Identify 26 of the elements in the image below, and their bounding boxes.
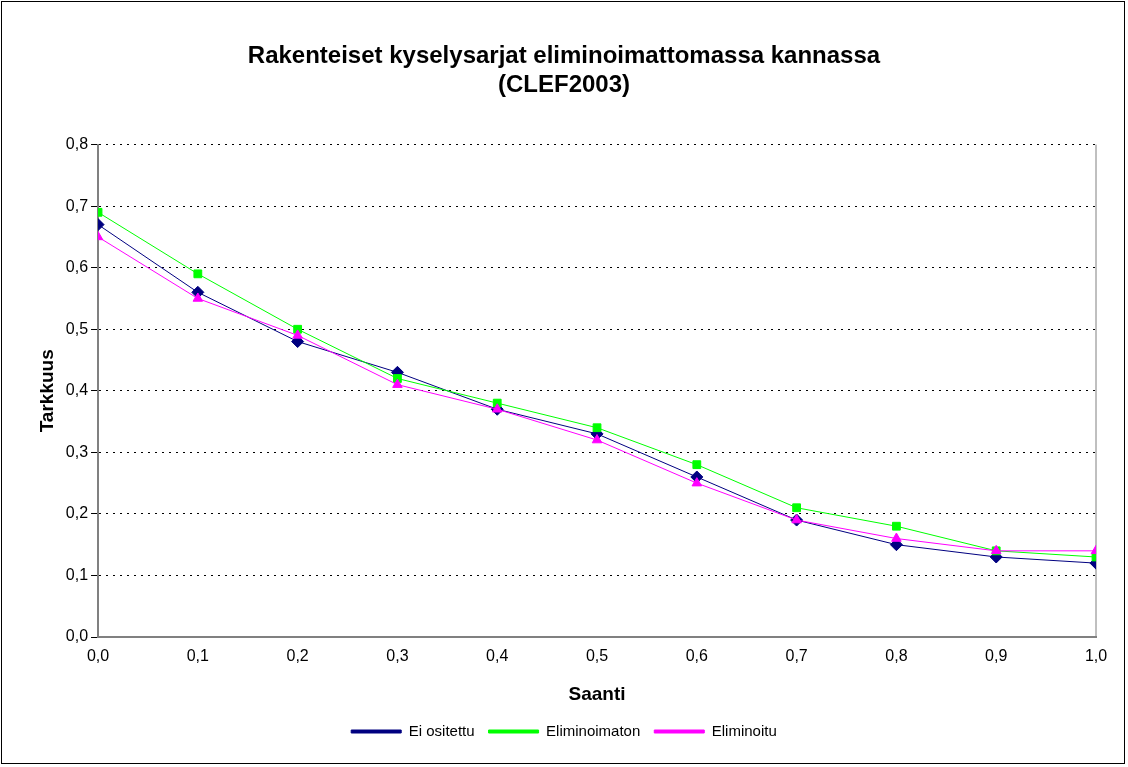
y-tick-label: 0,5 bbox=[65, 319, 89, 337]
y-tick-label: 0,0 bbox=[65, 627, 89, 645]
legend-label: Eliminoitu bbox=[711, 721, 777, 739]
legend-label: Eliminoimaton bbox=[546, 721, 641, 739]
y-tick-label: 0,3 bbox=[65, 442, 89, 460]
x-tick-label: 0,8 bbox=[885, 647, 908, 665]
y-tick-label: 0,7 bbox=[65, 196, 89, 214]
x-tick-label: 0,9 bbox=[985, 647, 1008, 665]
x-tick-label: 1,0 bbox=[1084, 647, 1108, 665]
x-tick-label: 0,6 bbox=[685, 647, 709, 665]
x-axis-title: Saanti bbox=[568, 682, 626, 704]
legend-label: Ei ositettu bbox=[408, 721, 475, 739]
y-tick-label: 0,8 bbox=[65, 135, 89, 153]
y-axis-title: Tarkkuus bbox=[35, 349, 57, 433]
x-tick-label: 0,7 bbox=[785, 647, 808, 665]
x-tick-label: 0,4 bbox=[486, 647, 509, 665]
x-tick-label: 0,0 bbox=[86, 647, 110, 665]
x-tick-label: 0,1 bbox=[186, 647, 210, 665]
y-tick-label: 0,2 bbox=[65, 504, 89, 522]
y-tick-label: 0,4 bbox=[65, 381, 89, 399]
x-tick-label: 0,5 bbox=[585, 647, 609, 665]
x-tick-label: 0,2 bbox=[286, 647, 309, 665]
x-tick-label: 0,3 bbox=[386, 647, 409, 665]
y-tick-label: 0,1 bbox=[65, 565, 89, 583]
chart-title: Rakenteiset kyselysarjat eliminoimattomassa kannassa (CLEF2003) bbox=[247, 41, 881, 97]
y-tick-label: 0,6 bbox=[65, 258, 89, 276]
